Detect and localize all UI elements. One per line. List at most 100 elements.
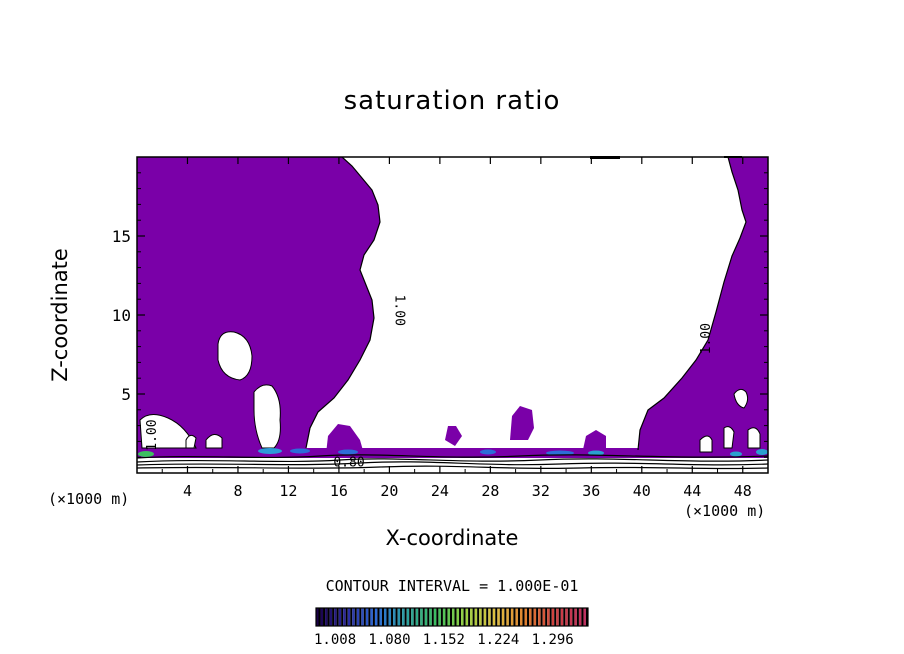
chart-title: saturation ratio [343, 86, 561, 116]
contour-labels: 1.00 1.00 1.00 0.80 [145, 295, 714, 471]
colorbar-gap [567, 608, 570, 626]
colorbar-cell [556, 608, 559, 626]
x-tick-label-36: 36 [582, 482, 600, 500]
colorbar-cell [397, 608, 401, 626]
colorbar-gap [499, 608, 502, 626]
x-tick-label-8: 8 [233, 482, 242, 500]
colorbar-tick-label-1: 1.080 [368, 632, 411, 648]
colorbar-cell [379, 608, 382, 626]
colorbar-cell [569, 608, 573, 626]
supersaturation-region-right [638, 157, 768, 458]
colorbar-cell [474, 608, 478, 626]
colorbar-gap [341, 608, 344, 626]
colorbar-gap [554, 608, 557, 626]
colorbar-gap [508, 608, 511, 626]
x-tick-label-12: 12 [279, 482, 297, 500]
colorbar-cell [479, 608, 482, 626]
colorbar-gap [368, 608, 371, 626]
colorbar-gap [513, 608, 516, 626]
x-tick-label-40: 40 [633, 482, 651, 500]
colorbar-cell [470, 608, 473, 626]
colorbar-gap [563, 608, 566, 626]
colorbar-gap [490, 608, 493, 626]
colorbar-cell [424, 608, 428, 626]
colorbar-gap [332, 608, 335, 626]
x-tick-label-4: 4 [183, 482, 192, 500]
colorbar-gap [536, 608, 539, 626]
contour-lines [137, 157, 768, 470]
colorbar-gap [477, 608, 480, 626]
x-tick-label-32: 32 [532, 482, 550, 500]
colorbar-gap [558, 608, 561, 626]
colorbar-cell [560, 608, 564, 626]
contour-label-2: 1.00 [145, 419, 160, 450]
colorbar-cell [524, 608, 528, 626]
colorbar-gap [391, 608, 394, 626]
colorbar-cell [547, 608, 550, 626]
colorbar-gap [422, 608, 425, 626]
colorbar-gap [431, 608, 434, 626]
hole-5 [185, 434, 197, 449]
x-axis-label: X-coordinate [385, 526, 519, 550]
colorbar-gap [336, 608, 339, 626]
colorbar-gap [449, 608, 452, 626]
hole-9 [747, 427, 761, 449]
colorbar-gap [381, 608, 384, 626]
colorbar-cell [420, 608, 423, 626]
colorbar-gap [540, 608, 543, 626]
colorbar-cell [574, 608, 577, 626]
colorbar-gap [504, 608, 507, 626]
colorbar-gap [572, 608, 575, 626]
colorbar-cell [452, 608, 455, 626]
colorbar-cell [497, 608, 500, 626]
colorbar-gap [404, 608, 407, 626]
colorbar-cell [456, 608, 460, 626]
colorbar-gap [472, 608, 475, 626]
contour-surface-3 [137, 461, 768, 466]
colorbar-cell [520, 608, 523, 626]
contour-interval-text: CONTOUR INTERVAL = 1.000E-01 [325, 577, 579, 595]
hole-6 [205, 434, 223, 449]
colorbar-gap [531, 608, 534, 626]
colorbar-gap [486, 608, 489, 626]
colorbar-gap [522, 608, 525, 626]
colorbar-cell [429, 608, 432, 626]
y-tick-label-10: 10 [112, 306, 131, 325]
colorbar-gap [549, 608, 552, 626]
colorbar-gap [440, 608, 443, 626]
colorbar-gap [327, 608, 330, 626]
colorbar-cell [406, 608, 410, 626]
patch-8 [730, 451, 742, 457]
contour-label-3: 0.80 [333, 456, 364, 471]
colorbar-gap [409, 608, 412, 626]
supersaturation-blob-3 [445, 426, 462, 446]
colorbar-gap [545, 608, 548, 626]
colorbar-gap [581, 608, 584, 626]
colorbar-cell [565, 608, 568, 626]
colorbar-tick-label-3: 1.224 [477, 632, 520, 648]
colorbar-cell [402, 608, 405, 626]
colorbar-gap [386, 608, 389, 626]
colorbar-frame [315, 607, 589, 627]
colorbar-cell [442, 608, 446, 626]
colorbar-gap [363, 608, 366, 626]
colorbar-tick-label-4: 1.296 [531, 632, 574, 648]
colorbar-gap [400, 608, 403, 626]
colorbar-gap [468, 608, 471, 626]
colorbar-cell [365, 608, 369, 626]
colorbar-gap [377, 608, 380, 626]
colorbar-cell [465, 608, 469, 626]
subsaturated-holes [139, 331, 761, 453]
patch-6 [546, 450, 574, 456]
colorbar-cell [461, 608, 464, 626]
high-value-patches [138, 448, 768, 457]
colorbar-gap [372, 608, 375, 626]
hole-4 [733, 388, 749, 409]
colorbar-cell [316, 608, 319, 626]
x-tick-label-44: 44 [683, 482, 701, 500]
x-tick-label-28: 28 [481, 482, 499, 500]
colorbar-cell [483, 608, 487, 626]
colorbar-gap [395, 608, 398, 626]
colorbar-cell [533, 608, 537, 626]
